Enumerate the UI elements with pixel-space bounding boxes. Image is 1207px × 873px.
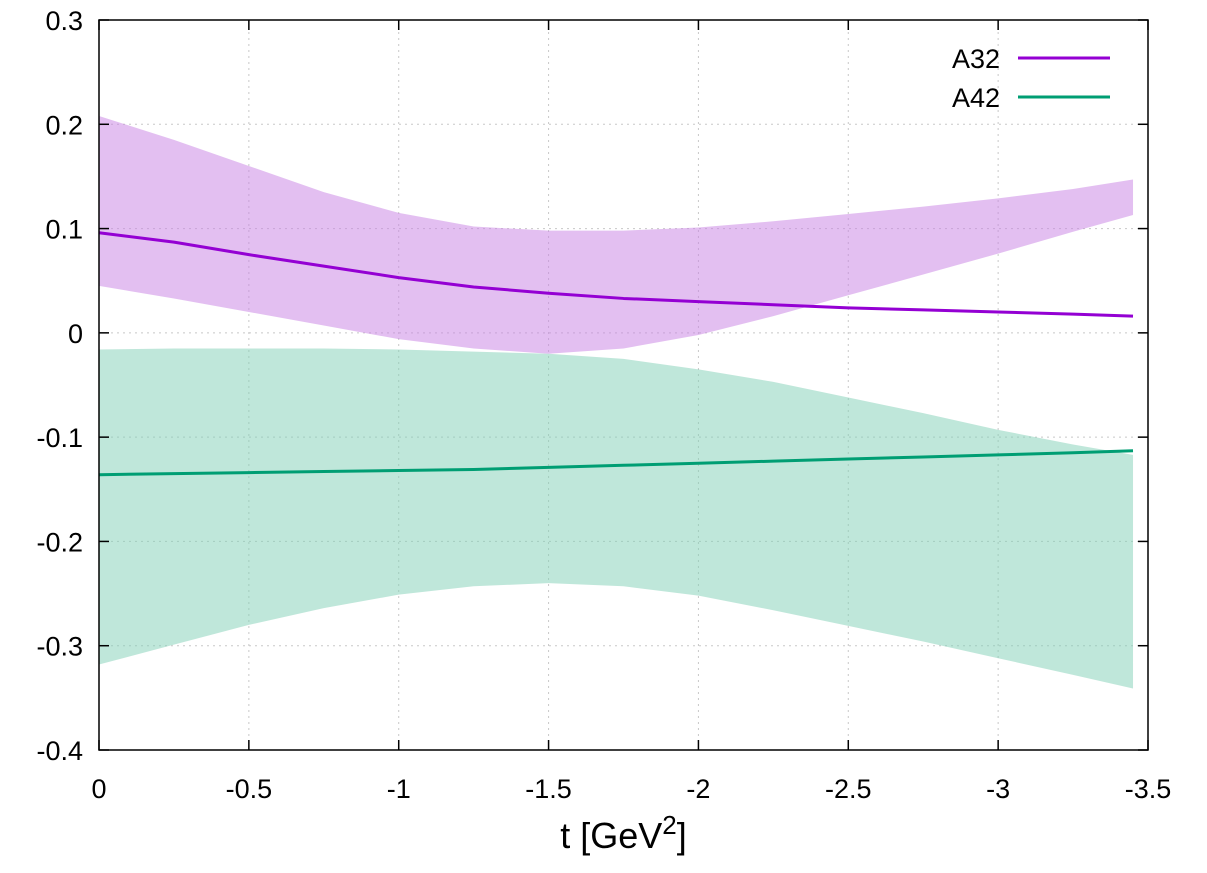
x-tick-label: -1 [387,774,411,804]
y-tick-label: -0.4 [36,736,83,766]
series-band-a32 [99,115,1134,354]
series-band-a42 [99,348,1134,689]
legend-label-a42: A42 [952,83,1000,113]
axis-ticks [98,19,1149,751]
legend-label-a32: A32 [952,44,1000,74]
series-line-a42 [98,449,1134,477]
x-tick-label: -2.5 [825,774,872,804]
y-tick-labels: -0.4 -0.3 -0.2 -0.1 0 0.1 0.2 0.3 [36,6,83,766]
y-tick-label: 0.2 [45,110,83,140]
y-tick-label: -0.2 [36,527,83,557]
x-tick-label: -3.5 [1125,774,1172,804]
series-line-a32 [98,231,1134,318]
confidence-bands [99,115,1134,689]
y-tick-label: 0 [68,319,83,349]
x-tick-label: -3 [986,774,1010,804]
x-tick-label: 0 [91,774,106,804]
series-lines [98,231,1134,477]
x-tick-label: -0.5 [226,774,273,804]
x-axis-title-close: ] [677,815,687,856]
x-tick-labels: 0 -0.5 -1 -1.5 -2 -2.5 -3 -3.5 [91,774,1171,804]
x-axis-title-text: t [GeV [560,815,662,856]
y-tick-label: -0.3 [36,632,83,662]
x-tick-label: -2 [686,774,710,804]
plot-frame [98,19,1149,751]
x-axis-title: t [GeV2] [560,810,687,856]
x-tick-label: -1.5 [525,774,572,804]
x-axis-title-superscript: 2 [662,810,676,840]
y-tick-label: -0.1 [36,423,83,453]
y-tick-label: 0.3 [45,6,83,36]
y-tick-label: 0.1 [45,215,83,245]
